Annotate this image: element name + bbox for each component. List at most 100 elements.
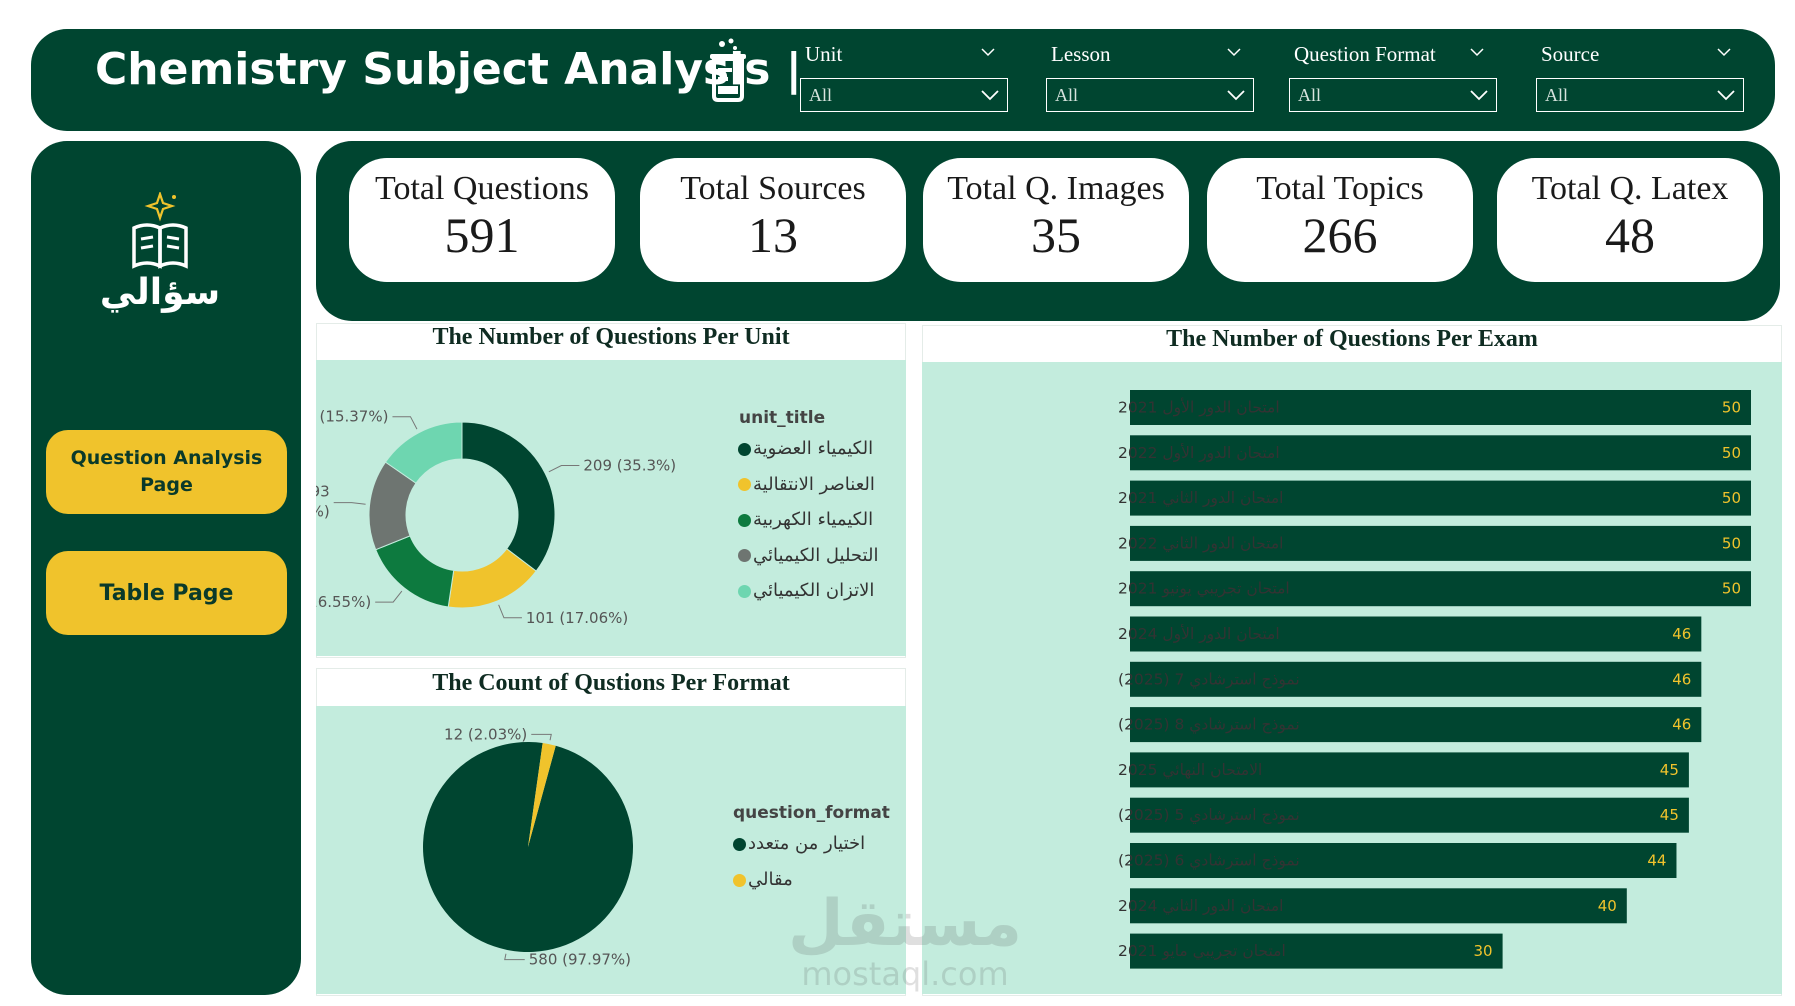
chevron-down-icon[interactable] — [1226, 44, 1242, 60]
pie-leader-line — [504, 953, 525, 961]
chevron-down-icon[interactable] — [980, 44, 996, 60]
unit-donut-chart: 209 (35.3%) 101 (17.06%) 98 (16.55%) 93 (15.… — [316, 408, 676, 627]
legend-item[interactable]: مقالي — [733, 869, 793, 890]
page-title: Chemistry Subject Analysis | — [95, 44, 802, 95]
bar-value-label: 50 — [1722, 399, 1741, 417]
chevron-down-icon — [1227, 90, 1245, 101]
bar[interactable] — [1130, 752, 1689, 788]
exam-bar-chart: امتحان الدور الأول 2021 50 امتحان الدور ال… — [1118, 390, 1751, 969]
donut-data-label: 101 (17.06%) — [526, 609, 628, 627]
kpi-label: Total Questions — [375, 170, 589, 207]
flask-icon — [710, 38, 746, 102]
bar-value-label: 45 — [1660, 806, 1679, 824]
slicer-source-dropdown[interactable]: All — [1536, 78, 1744, 112]
bar-category-label: نموذج استرشادي 5 (2025) — [1118, 806, 1300, 825]
bar-value-label: 50 — [1722, 580, 1741, 598]
bar[interactable] — [1130, 616, 1702, 652]
chevron-down-icon[interactable] — [1716, 44, 1732, 60]
bar-category-label: امتحان الدور الأول 2021 — [1118, 398, 1280, 418]
legend-item[interactable]: التحليل الكيميائي — [738, 545, 878, 566]
legend-dot-icon — [738, 442, 751, 456]
question-analysis-page-button[interactable]: Question Analysis Page — [46, 430, 287, 514]
kpi-label: Total Q. Latex — [1531, 170, 1729, 207]
bar-category-label: الامتحان النهائي 2025 — [1118, 761, 1262, 780]
slicer-lesson-value: All — [1055, 85, 1079, 105]
bar-value-label: 50 — [1722, 444, 1741, 462]
legend-label: مقالي — [748, 869, 793, 890]
bar[interactable] — [1130, 435, 1751, 471]
kpi-value: 266 — [1302, 207, 1378, 263]
bar-category-label: امتحان تجريبي مايو 2021 — [1118, 942, 1286, 961]
slicer-source-label: Source — [1541, 42, 1600, 66]
donut-data-label: 209 (35.3%) — [583, 457, 676, 475]
donut-data-label: (15.71%) — [316, 503, 330, 521]
bar-category-label: نموذج استرشادي 6 (2025) — [1118, 852, 1300, 871]
chevron-down-icon — [1717, 90, 1735, 101]
legend-dot-icon — [733, 873, 746, 887]
kpi-label: Total Sources — [680, 170, 866, 207]
format-legend-title: question_format — [733, 803, 890, 823]
bar[interactable] — [1130, 525, 1751, 561]
bar-value-label: 40 — [1598, 897, 1617, 915]
bar[interactable] — [1130, 843, 1677, 878]
kpi-value: 13 — [748, 207, 798, 263]
unit-legend-title: unit_title — [739, 408, 826, 428]
watermark-latin: mostaql.com — [801, 955, 1008, 993]
logo-text: سؤالي — [99, 272, 221, 313]
bar-category-label: امتحان تجريبي يونيو 2021 — [1118, 580, 1290, 599]
pie-data-label: 12 (2.03%) — [444, 725, 527, 743]
kpi-card-total-topics: Total Topics 266 — [1207, 158, 1473, 282]
bar-value-label: 50 — [1722, 534, 1741, 552]
donut-data-label: 93 — [316, 483, 330, 501]
donut-slice[interactable] — [461, 421, 556, 572]
donut-data-label: 91 (15.37%) — [316, 408, 388, 426]
kpi-card-total-questions: Total Questions 591 — [349, 158, 615, 282]
slicer-unit-label: Unit — [805, 42, 843, 66]
bar-category-label: نموذج استرشادي 8 (2025) — [1118, 716, 1300, 735]
bar-category-label: امتحان الدور الثاني 2021 — [1118, 489, 1283, 508]
bar-value-label: 46 — [1672, 670, 1691, 688]
exam-chart-title: The Number of Questions Per Exam — [1166, 326, 1538, 352]
legend-item[interactable]: الاتزان الكيميائي — [738, 580, 874, 601]
slicer-unit-dropdown[interactable]: All — [800, 78, 1008, 112]
bar[interactable] — [1130, 661, 1702, 697]
legend-item[interactable]: اختيار من متعدد — [733, 833, 865, 854]
donut-slice[interactable] — [375, 535, 455, 608]
legend-item[interactable]: الكيمياء العضوية — [738, 438, 873, 459]
bar[interactable] — [1130, 571, 1751, 607]
bar[interactable] — [1130, 480, 1751, 516]
donut-slice[interactable] — [384, 421, 463, 484]
table-page-button[interactable]: Table Page — [46, 551, 287, 635]
watermark-logo: مستقل mostaql.com — [790, 887, 1020, 993]
unit-chart-title: The Number of Questions Per Unit — [432, 324, 790, 350]
legend-dot-icon — [733, 837, 746, 851]
chevron-down-icon[interactable] — [1469, 44, 1485, 60]
bar-value-label: 30 — [1474, 942, 1493, 960]
bar-category-label: نموذج استرشادي 7 (2025) — [1118, 670, 1300, 689]
pie-slice[interactable] — [528, 743, 556, 847]
legend-dot-icon — [738, 584, 751, 598]
bar[interactable] — [1130, 390, 1751, 425]
bar[interactable] — [1130, 707, 1702, 743]
donut-leader-line — [375, 590, 403, 603]
legend-label: التحليل الكيميائي — [753, 544, 879, 566]
kpi-value: 35 — [1031, 207, 1081, 263]
legend-label: الكيمياء الكهربية — [753, 509, 874, 530]
donut-leader-line — [548, 465, 580, 473]
bar[interactable] — [1130, 888, 1627, 924]
donut-leader-line — [333, 502, 366, 505]
bar[interactable] — [1130, 933, 1503, 969]
bar-category-label: امتحان الدور الأول 2022 — [1118, 443, 1280, 463]
book-sparkle-icon — [132, 192, 188, 269]
legend-label: الكيمياء العضوية — [753, 438, 874, 459]
legend-item[interactable]: العناصر الانتقالية — [738, 474, 875, 495]
slicer-unit-value: All — [809, 85, 833, 105]
legend-label: العناصر الانتقالية — [753, 473, 875, 495]
bar[interactable] — [1130, 797, 1689, 833]
pie-data-label: 580 (97.97%) — [529, 951, 631, 969]
chevron-down-icon — [981, 90, 999, 101]
slicer-lesson-dropdown[interactable]: All — [1046, 78, 1254, 112]
legend-dot-icon — [738, 478, 751, 491]
slicer-format-dropdown[interactable]: All — [1289, 78, 1497, 112]
legend-item[interactable]: الكيمياء الكهربية — [738, 509, 873, 530]
